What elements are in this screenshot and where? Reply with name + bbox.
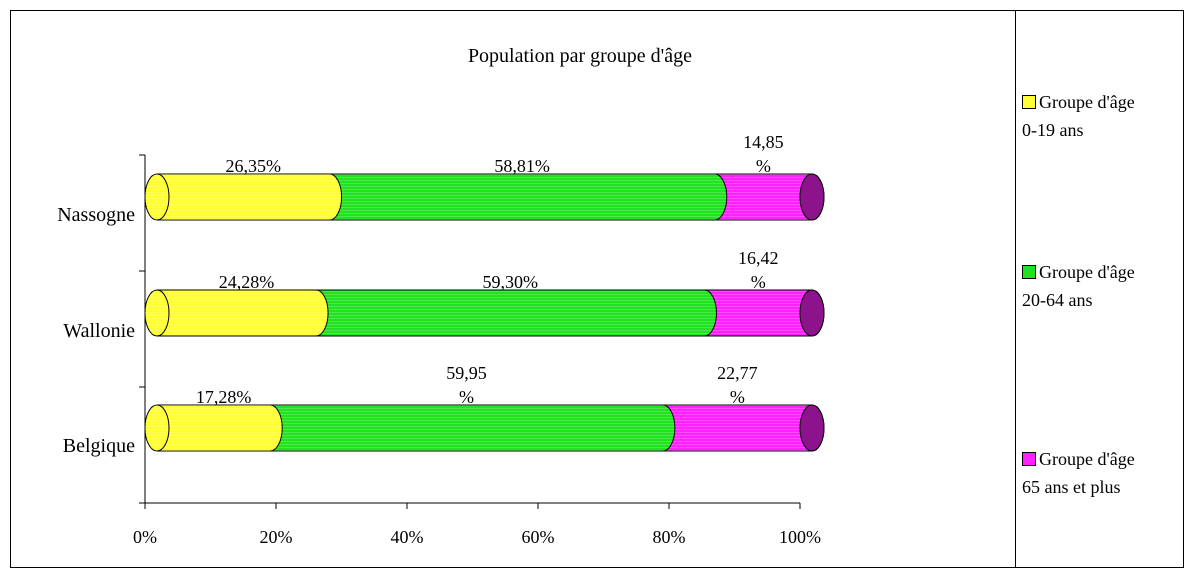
bar-segment-texture [258,405,675,451]
data-label: 14,85 [743,132,784,152]
bar-segment-texture [145,290,329,336]
bar-segment-texture [304,290,717,336]
bar-segment-texture [692,290,824,336]
bar-end-cap [799,404,825,452]
legend-swatch [1022,95,1036,109]
data-label: 17,28% [196,387,252,407]
legend-divider [1015,10,1016,568]
data-label: 59,95 [446,363,487,383]
category-label: Wallonie [63,320,135,342]
bar-segment-texture [145,174,342,220]
chart-frame [10,10,1184,568]
data-label: 26,35% [226,156,282,176]
data-label: % [730,387,745,407]
category-label: Nassogne [57,204,135,226]
data-label: 58,81% [494,156,550,176]
legend-label: 20-64 ans [1022,290,1093,310]
data-label: 16,42 [738,248,779,268]
legend-swatch [1022,265,1036,279]
legend-label: Groupe d'âge [1039,262,1135,282]
bar-segment-texture [145,405,283,451]
x-tick-label: 20% [260,527,293,547]
bar-end-cap [799,289,825,337]
data-label: 22,77 [717,363,758,383]
legend-item: Groupe d'âge 0-19 ans [1022,88,1135,144]
legend-label: Groupe d'âge [1039,92,1135,112]
legend-swatch [1022,452,1036,466]
legend-label: 65 ans et plus [1022,477,1121,497]
legend-label: 0-19 ans [1022,120,1084,140]
x-tick-label: 80% [653,527,686,547]
x-tick-label: 40% [391,527,424,547]
bar-segment-texture [650,405,824,451]
data-label: % [756,156,771,176]
x-tick-label: 100% [779,527,821,547]
bar-segment-texture [702,174,824,220]
legend-item: Groupe d'âge 65 ans et plus [1022,445,1135,501]
legend-item: Groupe d'âge 20-64 ans [1022,258,1135,314]
bar-chart: Population par groupe d'âge 0% 20% 40% 60% 8… [57,45,825,547]
category-label: Belgique [63,435,135,457]
bar-start-edge [156,173,170,221]
bar-end-cap [799,173,825,221]
data-label: 24,28% [219,272,275,292]
data-label: 59,30% [482,272,538,292]
bar-start-edge [156,289,170,337]
data-label: % [459,387,474,407]
bar-segment-texture [317,174,727,220]
legend-label: Groupe d'âge [1039,449,1135,469]
x-tick-label: 0% [133,527,157,547]
bar-start-edge [156,404,170,452]
chart-title: Population par groupe d'âge [468,45,692,67]
data-label: % [751,272,766,292]
x-tick-label: 60% [522,527,555,547]
